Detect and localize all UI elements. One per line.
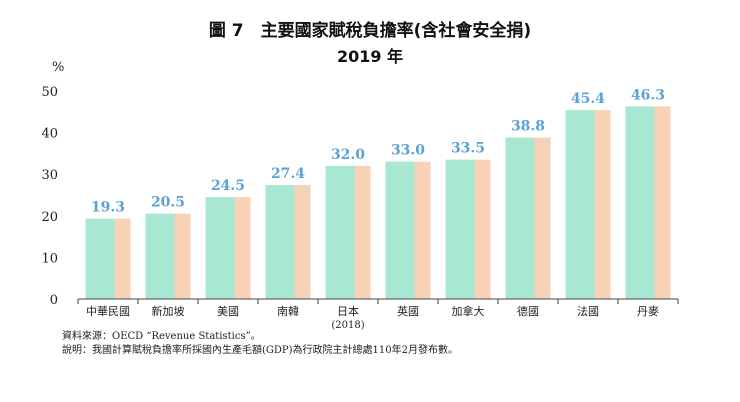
bar-side-3	[234, 197, 251, 299]
y-axis-unit-label: %	[52, 60, 64, 75]
bar-main-3	[205, 197, 235, 299]
bar-side-5	[354, 165, 371, 299]
bar-side-10	[654, 106, 671, 299]
y-tick-label: 20	[41, 210, 58, 225]
y-tick-label: 40	[41, 127, 58, 142]
bar-main-7	[445, 159, 475, 299]
bar-side-8	[534, 137, 551, 299]
data-label: 20.5	[151, 195, 185, 211]
y-tick-label: 10	[41, 251, 58, 266]
bar-main-6	[385, 161, 415, 299]
bar-side-4	[294, 185, 311, 299]
bar-side-9	[594, 110, 611, 299]
y-tick-label: 50	[41, 85, 58, 100]
x-tick-label: 中華民國	[86, 305, 130, 318]
bar-main-8	[505, 137, 535, 299]
bar-side-2	[174, 213, 191, 299]
bar-main-2	[145, 213, 175, 299]
x-tick-label: 丹麥	[637, 305, 659, 318]
bar-side-7	[474, 159, 491, 299]
x-tick-label: 加拿大	[452, 304, 485, 318]
bar-main-10	[625, 106, 655, 299]
bar-side-1	[114, 218, 131, 299]
bar-main-4	[265, 185, 295, 299]
data-label: 19.3	[91, 200, 125, 216]
data-label: 33.0	[391, 143, 425, 159]
x-tick-note: (2018)	[331, 320, 364, 331]
x-tick-label: 南韓	[277, 305, 299, 318]
bar-main-5	[325, 165, 355, 299]
y-tick-label: 30	[41, 168, 58, 183]
explanation-note: 說明：我國計算賦稅負擔率所採國內生產毛額(GDP)為行政院主計總處110年2月發…	[62, 345, 458, 356]
source-note: 資料來源：OECD “Revenue Statistics”。	[62, 331, 261, 342]
bar-side-6	[414, 161, 431, 299]
x-tick-label: 德國	[517, 304, 539, 318]
chart-subtitle: 2019 年	[336, 47, 404, 66]
data-label: 33.5	[451, 141, 485, 157]
y-tick-label: 0	[50, 293, 58, 308]
x-tick-label: 美國	[217, 305, 239, 318]
x-tick-label: 法國	[577, 304, 599, 318]
x-tick-label: 日本	[337, 304, 359, 318]
x-tick-label: 英國	[397, 304, 419, 318]
data-label: 32.0	[331, 147, 365, 163]
chart-title: 圖 7 主要國家賦稅負擔率(含社會安全捐)	[208, 21, 532, 41]
data-label: 24.5	[211, 178, 245, 194]
data-label: 46.3	[631, 87, 665, 103]
bar-main-9	[565, 110, 595, 299]
data-label: 45.4	[571, 91, 605, 107]
x-tick-label: 新加坡	[152, 304, 185, 318]
data-label: 38.8	[511, 119, 545, 135]
data-label: 27.4	[271, 166, 305, 182]
bar-main-1	[85, 218, 115, 299]
